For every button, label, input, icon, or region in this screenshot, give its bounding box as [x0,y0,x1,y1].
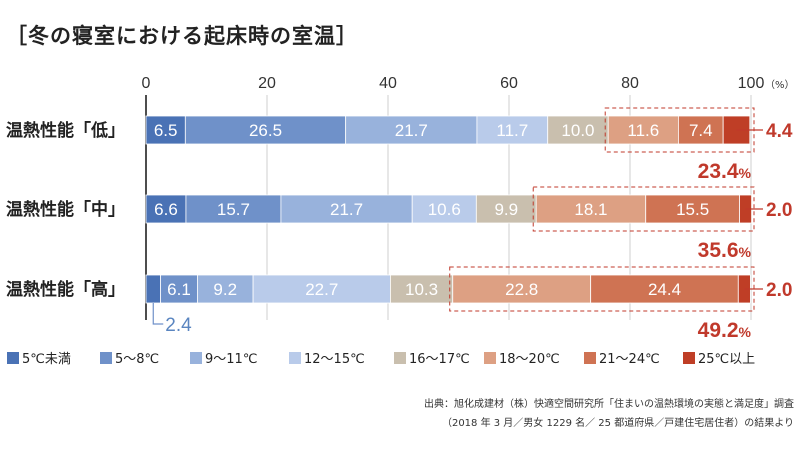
legend-swatch [683,352,695,364]
chart-title: ［冬の寝室における起床時の室温］ [6,24,358,48]
bar-value-label: 21.7 [395,121,428,140]
x-unit-label: （%） [765,79,795,91]
legend-label: 21～24℃ [599,352,660,367]
bar-segment [145,274,161,304]
bar-segment [535,194,647,224]
x-tick-label: 80 [621,75,639,92]
bar-value-label: 7.4 [689,121,713,140]
bar-value-label: 18.1 [574,200,607,219]
legend-label: 9～11℃ [205,352,257,367]
bar-value-label: 6.1 [167,280,191,299]
highlight-total-unit: % [739,165,752,181]
bar-segment [252,274,391,304]
bar-value-label: 6.6 [154,200,178,219]
highlight-box [449,266,755,312]
bar-value-label: 21.7 [330,200,363,219]
source-line-1: 出典：旭化成建材（株）快適空間研究所「住まいの温熱環境の実態と満足度」調査 [424,399,794,410]
outside-value-label: 2.0 [766,280,792,301]
highlight-box [532,186,755,232]
highlight-total-value: 35.6 [698,239,739,262]
bar-value-label: 24.4 [648,280,681,299]
below-value-label: 2.4 [165,315,192,336]
bar-segment [476,115,549,145]
legend-label: 18～20℃ [499,352,560,367]
legend-swatch [394,352,406,364]
category-label: 温熱性能「低」 [6,120,125,141]
bar-value-label: 15.7 [217,200,250,219]
bar-value-label: 9.9 [494,200,518,219]
legend-label: 5℃未満 [22,352,71,367]
x-tick-label: 20 [258,75,276,92]
bar-value-label: 6.5 [154,121,178,140]
highlight-total-label: 23.4% [698,160,752,183]
outside-value-label: 2.0 [766,200,792,221]
x-tick-label: 100 [738,75,765,92]
legend-swatch [7,352,19,364]
bar-segment [678,115,724,145]
highlight-total-label: 35.6% [698,239,752,262]
legend-label: 5～8℃ [115,352,159,367]
category-label: 温熱性能「高」 [6,279,125,300]
bar-segment [547,115,609,145]
bar-value-label: 11.6 [627,121,659,140]
bar-value-label: 22.7 [305,280,338,299]
category-label: 温熱性能「中」 [6,199,125,220]
x-tick-label: 60 [500,75,518,92]
source-line-2: （2018 年 3 月／男女 1229 名／ 25 都道府県／戸建住宅居住者）の… [441,418,794,429]
bar-segment [145,194,187,224]
bar-value-label: 10.6 [428,200,461,219]
legend-label: 12～15℃ [304,352,365,367]
highlight-total-value: 49.2 [698,319,739,342]
bar-value-label: 22.8 [505,280,538,299]
highlight-total-unit: % [739,324,752,340]
bar-segment [280,194,413,224]
bar-value-label: 10.0 [561,121,594,140]
bar-segment [452,274,592,304]
bar-segment [345,115,478,145]
legend-swatch [484,352,496,364]
source-note: 出典：旭化成建材（株）快適空間研究所「住まいの温熱環境の実態と満足度」調査 （2… [424,395,794,433]
bar-value-label: 9.2 [213,280,237,299]
legend-swatch [190,352,202,364]
legend-swatch [584,352,596,364]
highlight-total-unit: % [739,244,752,260]
bar-segment [475,194,537,224]
bar-value-label: 26.5 [249,121,282,140]
outside-value-label: 4.4 [766,121,793,142]
bar-segment [590,274,739,304]
bar-segment [185,194,282,224]
bar-segment [607,115,679,145]
bar-segment [160,274,198,304]
bar-value-label: 11.7 [496,121,528,140]
bar-value-label: 10.3 [405,280,438,299]
bar-segment [645,194,740,224]
legend-swatch [289,352,301,364]
highlight-total-label: 49.2% [698,319,752,342]
highlight-total-value: 23.4 [698,160,739,183]
bar-segment [411,194,477,224]
bar-segment [184,115,347,145]
bar-value-label: 15.5 [676,200,709,219]
bar-segment [390,274,454,304]
legend-label: 16～17℃ [409,352,470,367]
legend-label: 25℃以上 [698,352,755,367]
x-tick-label: 0 [142,75,151,92]
legend-swatch [100,352,112,364]
x-tick-label: 40 [379,75,397,92]
below-leader-line [152,303,164,325]
